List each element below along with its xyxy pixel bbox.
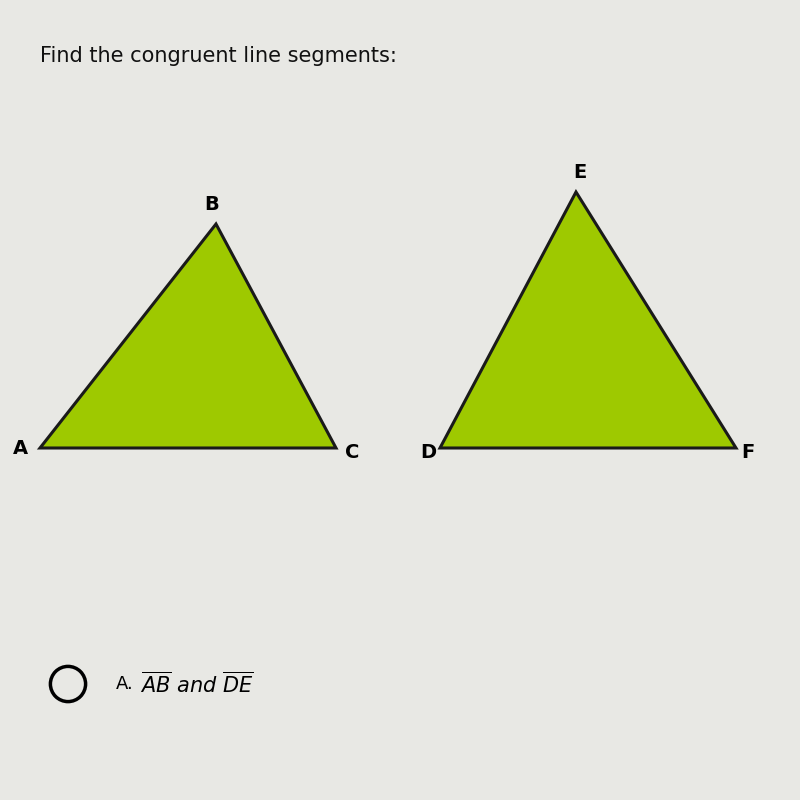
Polygon shape [40, 224, 336, 448]
Polygon shape [440, 192, 736, 448]
Text: $\overline{AB}$ and $\overline{DE}$: $\overline{AB}$ and $\overline{DE}$ [140, 671, 254, 697]
Text: Find the congruent line segments:: Find the congruent line segments: [40, 46, 397, 66]
Text: E: E [574, 162, 586, 182]
Text: A.: A. [116, 675, 134, 693]
Text: F: F [742, 442, 754, 462]
Text: B: B [205, 194, 219, 214]
Text: C: C [345, 442, 359, 462]
Text: A: A [13, 438, 27, 458]
Text: D: D [420, 442, 436, 462]
